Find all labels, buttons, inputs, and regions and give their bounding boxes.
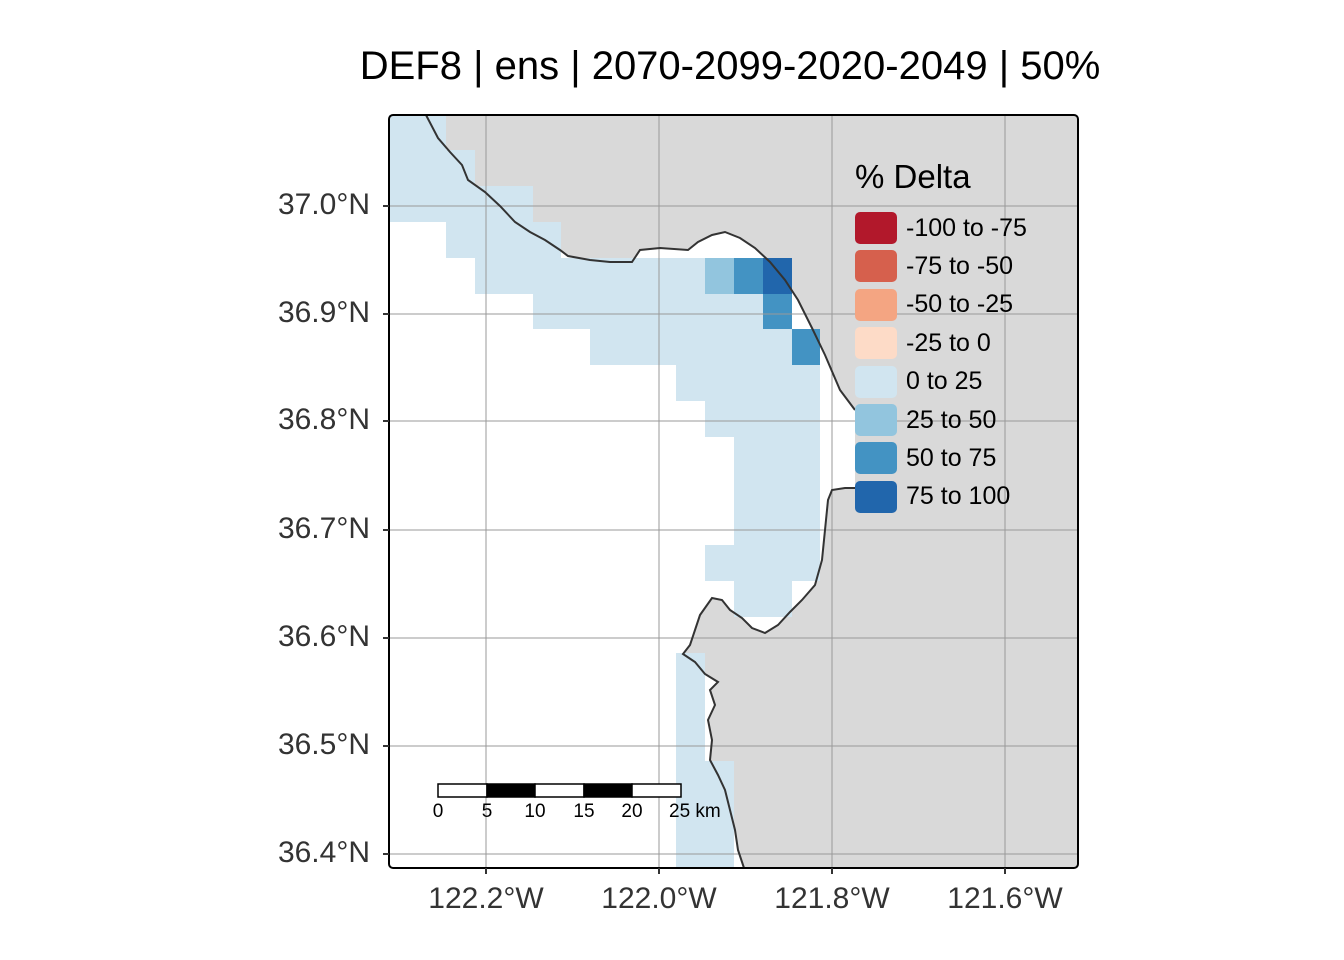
legend-label: 75 to 100 bbox=[906, 482, 1011, 511]
legend-item: -100 to -75 bbox=[855, 212, 1027, 244]
scale-bar-label: 5 bbox=[481, 801, 493, 822]
legend-label: 25 to 50 bbox=[906, 405, 997, 434]
legend-swatch bbox=[855, 480, 897, 513]
cell bbox=[792, 365, 820, 581]
scale-bar-label: 0 bbox=[432, 801, 444, 822]
legend-item: -25 to 0 bbox=[855, 327, 991, 360]
legend-item: 25 to 50 bbox=[855, 404, 996, 436]
cell bbox=[676, 653, 705, 868]
x-tick-label: 122.0°W bbox=[601, 882, 717, 915]
legend-swatch bbox=[855, 404, 897, 436]
x-tick-label: 121.6°W bbox=[947, 882, 1063, 915]
legend-swatch bbox=[855, 288, 897, 321]
land-area bbox=[426, 115, 1078, 868]
y-tick-label: 36.6°N bbox=[277, 620, 370, 653]
y-tick-label: 36.7°N bbox=[277, 512, 370, 545]
y-tick-label: 36.8°N bbox=[277, 403, 370, 436]
x-tick-label: 122.2°W bbox=[428, 882, 544, 915]
legend-swatch bbox=[855, 442, 897, 475]
map-title: DEF8 | ens | 2070-2099-2020-2049 | 50% bbox=[359, 44, 1101, 88]
cell bbox=[763, 258, 792, 294]
x-tick-label: 121.8°W bbox=[774, 882, 890, 915]
legend-swatch bbox=[855, 212, 897, 244]
cell bbox=[734, 581, 792, 617]
cell bbox=[705, 258, 734, 294]
legend-item: -75 to -50 bbox=[855, 250, 1014, 283]
scale-bar-label: 15 bbox=[573, 801, 595, 822]
delta-cells bbox=[389, 115, 820, 868]
legend-label: -100 to -75 bbox=[906, 213, 1027, 242]
legend-item: 0 to 25 bbox=[855, 365, 983, 398]
legend-label: 0 to 25 bbox=[906, 367, 983, 396]
legend-item: -50 to -25 bbox=[855, 288, 1014, 321]
y-tick-label: 37.0°N bbox=[277, 188, 370, 221]
legend-swatch bbox=[855, 365, 897, 398]
cell bbox=[705, 545, 734, 581]
graticule bbox=[389, 115, 1078, 868]
scale-bar-label: 10 bbox=[524, 801, 546, 822]
legend-label: -25 to 0 bbox=[906, 328, 991, 357]
axis-ticks bbox=[383, 205, 1006, 874]
legend-swatch bbox=[855, 250, 897, 283]
legend-title: % Delta bbox=[855, 158, 971, 195]
legend-label: -50 to -25 bbox=[906, 290, 1014, 319]
y-tick-label: 36.4°N bbox=[277, 836, 370, 869]
scale-bar bbox=[437, 783, 682, 798]
cell bbox=[475, 186, 533, 294]
legend-item: 75 to 100 bbox=[855, 480, 1011, 513]
scale-bar-label: 25 km bbox=[669, 801, 721, 822]
legend-label: -75 to -50 bbox=[906, 251, 1014, 280]
cell bbox=[533, 222, 561, 329]
cell bbox=[446, 150, 475, 258]
cell bbox=[734, 329, 792, 581]
legend-item: 50 to 75 bbox=[855, 442, 997, 475]
cell bbox=[763, 294, 792, 329]
legend-label: 50 to 75 bbox=[906, 443, 997, 472]
cell bbox=[734, 258, 763, 294]
coastline bbox=[425, 114, 856, 869]
legend-swatch bbox=[855, 327, 897, 360]
map-panel-border bbox=[388, 114, 1079, 869]
y-tick-label: 36.9°N bbox=[277, 296, 370, 329]
y-tick-label: 36.5°N bbox=[277, 728, 370, 761]
cell bbox=[389, 115, 446, 222]
scale-bar-label: 20 bbox=[621, 801, 643, 822]
